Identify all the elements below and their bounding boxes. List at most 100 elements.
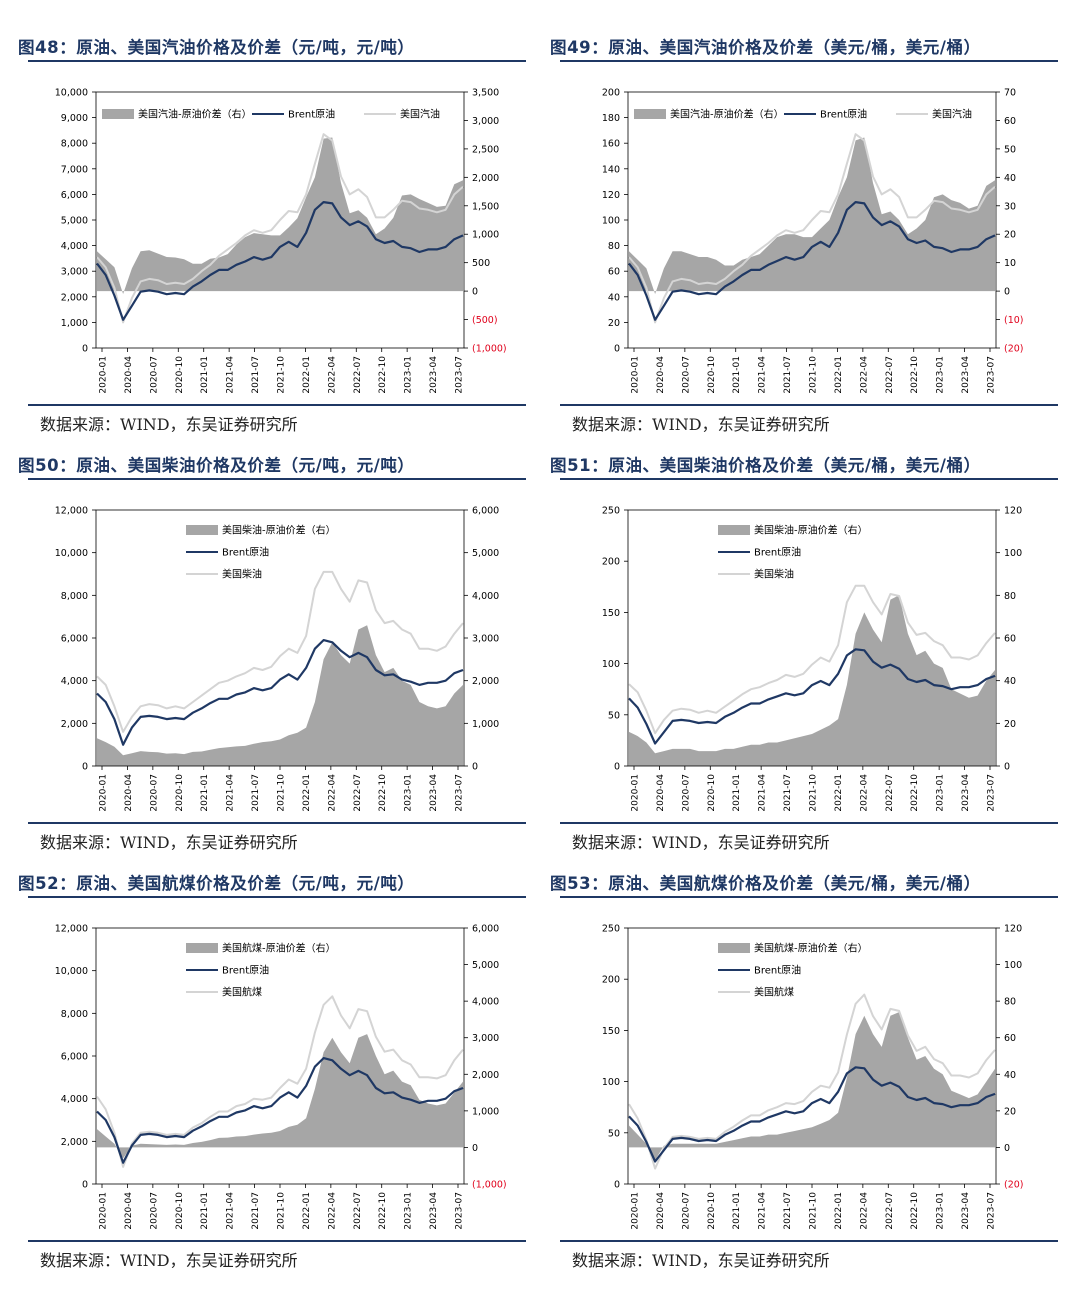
x-tick-label: 2022-04 xyxy=(327,1192,337,1230)
x-tick-label: 2023-07 xyxy=(455,356,465,394)
x-tick-label: 2023-01 xyxy=(404,774,414,812)
left-tick-label: 8,000 xyxy=(61,139,88,150)
left-tick-label: 4,000 xyxy=(61,676,88,687)
left-tick-label: 0 xyxy=(614,344,620,355)
left-tick-label: 2,000 xyxy=(61,719,88,730)
left-tick-label: 4,000 xyxy=(61,1094,88,1105)
right-tick-label: 3,000 xyxy=(472,1033,499,1044)
source-note: 数据来源：WIND，东吴证券研究所 xyxy=(572,833,830,852)
brent-line xyxy=(96,1057,464,1164)
right-tick-label: 5,000 xyxy=(472,548,499,559)
x-tick-label: 2021-07 xyxy=(251,356,261,394)
left-tick-label: 0 xyxy=(614,1180,620,1191)
left-tick-label: 0 xyxy=(82,1180,88,1191)
right-tick-label: 6,000 xyxy=(472,924,499,935)
product-line xyxy=(96,133,464,324)
right-tick-label: 2,000 xyxy=(472,173,499,184)
legend-label: 美国航煤 xyxy=(222,986,262,999)
x-tick-label: 2022-04 xyxy=(859,356,869,394)
left-tick-label: 10,000 xyxy=(55,966,88,977)
spread-area xyxy=(97,137,463,294)
x-tick-label: 2023-04 xyxy=(429,356,439,394)
source-note: 数据来源：WIND，东吴证券研究所 xyxy=(572,415,830,434)
x-tick-label: 2020-04 xyxy=(656,356,666,394)
x-tick-label: 2020-10 xyxy=(175,356,185,394)
x-tick-label: 2020-04 xyxy=(124,356,134,394)
left-tick-label: 50 xyxy=(608,1128,620,1139)
legend-label: 美国汽油 xyxy=(400,108,440,121)
x-tick-label: 2021-07 xyxy=(251,774,261,812)
right-tick-label: (20) xyxy=(1004,344,1024,355)
chart-title: 图53：原油、美国航煤价格及价差（美元/桶，美元/桶） xyxy=(550,874,981,893)
x-tick-label: 2023-01 xyxy=(936,1192,946,1230)
right-tick-label: 40 xyxy=(1004,1070,1016,1081)
left-tick-label: 2,000 xyxy=(61,292,88,303)
left-tick-label: 4,000 xyxy=(61,241,88,252)
left-tick-label: 200 xyxy=(602,88,620,99)
x-tick-label: 2020-01 xyxy=(99,774,109,812)
left-tick-label: 250 xyxy=(602,924,620,935)
right-tick-label: 1,000 xyxy=(472,1106,499,1117)
legend-label: 美国汽油 xyxy=(932,108,972,121)
left-tick-label: 0 xyxy=(82,762,88,773)
brent-line xyxy=(628,648,996,745)
right-tick-label: 100 xyxy=(1004,548,1022,559)
left-tick-label: 120 xyxy=(602,190,620,201)
x-tick-label: 2022-10 xyxy=(378,1192,388,1230)
legend-label: Brent原油 xyxy=(222,964,269,977)
x-tick-label: 2022-07 xyxy=(885,1192,895,1230)
chart-fig51: 0 50 100 150 200 250 0 20 40 60 80 100 120 2020-01 202… xyxy=(602,506,1022,812)
brent-line xyxy=(96,200,464,321)
x-tick-label: 2021-07 xyxy=(783,774,793,812)
right-tick-label: 1,000 xyxy=(472,230,499,241)
title-rule xyxy=(560,60,1058,62)
product-line xyxy=(628,584,996,735)
x-tick-label: 2023-07 xyxy=(987,774,997,812)
left-tick-label: 9,000 xyxy=(61,113,88,124)
x-tick-label: 2023-04 xyxy=(429,1192,439,1230)
left-tick-label: 100 xyxy=(602,216,620,227)
left-tick-label: 5,000 xyxy=(61,216,88,227)
x-tick-label: 2020-01 xyxy=(99,356,109,394)
x-tick-label: 2020-10 xyxy=(707,774,717,812)
x-tick-label: 2020-04 xyxy=(656,1192,666,1230)
right-tick-label: 1,000 xyxy=(472,719,499,730)
legend-label: Brent原油 xyxy=(222,546,269,559)
source-rule xyxy=(560,1240,1058,1242)
x-tick-label: 2020-07 xyxy=(681,356,691,394)
chart-title: 图50：原油、美国柴油价格及价差（元/吨，元/吨） xyxy=(18,456,415,475)
x-tick-label: 2022-10 xyxy=(378,774,388,812)
right-tick-label: 80 xyxy=(1004,997,1016,1008)
x-tick-label: 2021-01 xyxy=(732,774,742,812)
x-tick-label: 2023-07 xyxy=(455,774,465,812)
right-tick-label: 120 xyxy=(1004,924,1022,935)
left-tick-label: 0 xyxy=(82,344,88,355)
x-tick-label: 2022-07 xyxy=(353,774,363,812)
chart-title: 图49：原油、美国汽油价格及价差（美元/桶，美元/桶） xyxy=(550,38,981,57)
x-tick-label: 2022-04 xyxy=(859,1192,869,1230)
right-tick-label: 500 xyxy=(472,258,490,269)
legend-label: 美国航煤 xyxy=(754,986,794,999)
x-tick-label: 2021-07 xyxy=(783,1192,793,1230)
source-rule xyxy=(28,1240,526,1242)
left-tick-label: 10,000 xyxy=(55,548,88,559)
right-tick-label: 50 xyxy=(1004,144,1016,155)
x-tick-label: 2023-07 xyxy=(987,356,997,394)
right-tick-label: 20 xyxy=(1004,230,1016,241)
x-tick-label: 2021-04 xyxy=(758,356,768,394)
x-tick-label: 2021-01 xyxy=(732,356,742,394)
x-tick-label: 2021-04 xyxy=(226,1192,236,1230)
x-tick-label: 2021-04 xyxy=(758,1192,768,1230)
x-tick-label: 2021-01 xyxy=(200,1192,210,1230)
left-tick-label: 3,000 xyxy=(61,267,88,278)
left-tick-label: 12,000 xyxy=(55,506,88,517)
left-tick-label: 60 xyxy=(608,267,620,278)
x-tick-label: 2021-01 xyxy=(200,774,210,812)
chart-fig50: 0 2,000 4,000 6,000 8,000 10,000 12,000 0 1,000 2… xyxy=(55,506,499,812)
x-tick-label: 2022-01 xyxy=(302,774,312,812)
left-tick-label: 200 xyxy=(602,557,620,568)
left-tick-label: 8,000 xyxy=(61,591,88,602)
x-tick-label: 2022-04 xyxy=(327,356,337,394)
legend-label: Brent原油 xyxy=(754,546,801,559)
legend-label: 美国柴油 xyxy=(222,568,262,581)
